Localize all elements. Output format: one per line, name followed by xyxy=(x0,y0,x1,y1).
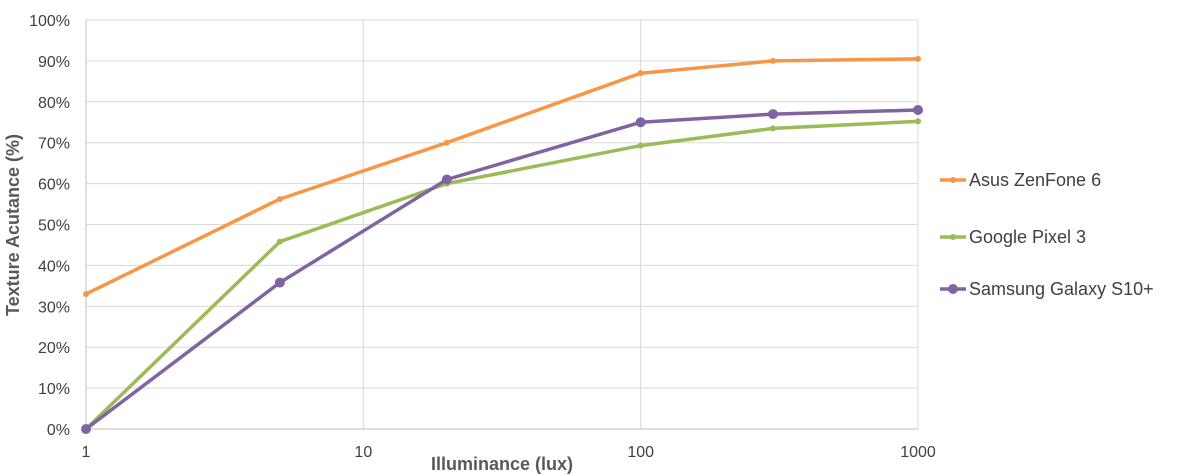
series-group xyxy=(81,55,923,434)
data-point xyxy=(769,57,776,64)
data-point xyxy=(915,55,921,62)
series-3 xyxy=(81,104,923,434)
legend-item: Google Pixel 3 xyxy=(940,227,1086,247)
series-2 xyxy=(83,118,921,432)
y-tick-label: 100% xyxy=(29,13,70,30)
data-point xyxy=(443,139,450,146)
x-tick-label: 100 xyxy=(627,444,654,461)
data-point xyxy=(913,104,923,115)
legend: Asus ZenFone 6 Google Pixel 3 Samsung Gala… xyxy=(940,170,1154,299)
grid-lines xyxy=(86,19,919,429)
x-tick-label: 1 xyxy=(82,444,91,461)
y-tick-label: 0% xyxy=(47,422,70,439)
legend-swatch-marker xyxy=(948,284,958,294)
data-point xyxy=(915,118,921,125)
legend-label: Asus ZenFone 6 xyxy=(969,170,1101,190)
data-point xyxy=(635,117,646,128)
y-tick-label: 30% xyxy=(38,299,70,316)
legend-label: Samsung Galaxy S10+ xyxy=(969,279,1154,299)
series-1 xyxy=(83,55,921,298)
series-line xyxy=(84,119,920,431)
x-tick-label: 1000 xyxy=(900,444,936,461)
series-line xyxy=(84,108,920,431)
legend-label: Google Pixel 3 xyxy=(969,227,1086,247)
data-point xyxy=(769,125,776,132)
y-tick-label: 80% xyxy=(38,95,70,112)
data-point xyxy=(637,70,644,77)
legend-swatch-marker xyxy=(950,234,956,240)
data-point xyxy=(637,142,644,149)
y-tick-label: 40% xyxy=(38,258,70,275)
y-tick-label: 70% xyxy=(38,136,70,153)
y-tick-label: 60% xyxy=(38,177,70,194)
y-tick-label: 10% xyxy=(38,381,70,398)
data-point xyxy=(276,196,283,203)
series-line xyxy=(84,57,920,296)
legend-item: Asus ZenFone 6 xyxy=(940,170,1101,190)
y-axis-title: Texture Acutance (%) xyxy=(3,134,23,316)
data-point xyxy=(274,277,285,288)
data-point xyxy=(441,174,452,185)
y-tick-label: 90% xyxy=(38,54,70,71)
x-tick-label: 10 xyxy=(354,444,372,461)
y-tick-label: 50% xyxy=(38,218,70,235)
data-point xyxy=(276,238,283,245)
tick-labels: 0% 10% 20% 30% 40% 50% 60% 70% 80% 90% 100% 1 10 100 1… xyxy=(29,13,936,461)
data-point xyxy=(767,109,778,120)
data-point xyxy=(83,291,89,298)
axes xyxy=(85,20,918,430)
data-point xyxy=(81,424,91,434)
y-tick-label: 20% xyxy=(38,340,70,357)
x-axis-title: Illuminance (lux) xyxy=(431,454,573,474)
legend-swatch-marker xyxy=(950,177,956,183)
legend-item: Samsung Galaxy S10+ xyxy=(940,279,1154,299)
